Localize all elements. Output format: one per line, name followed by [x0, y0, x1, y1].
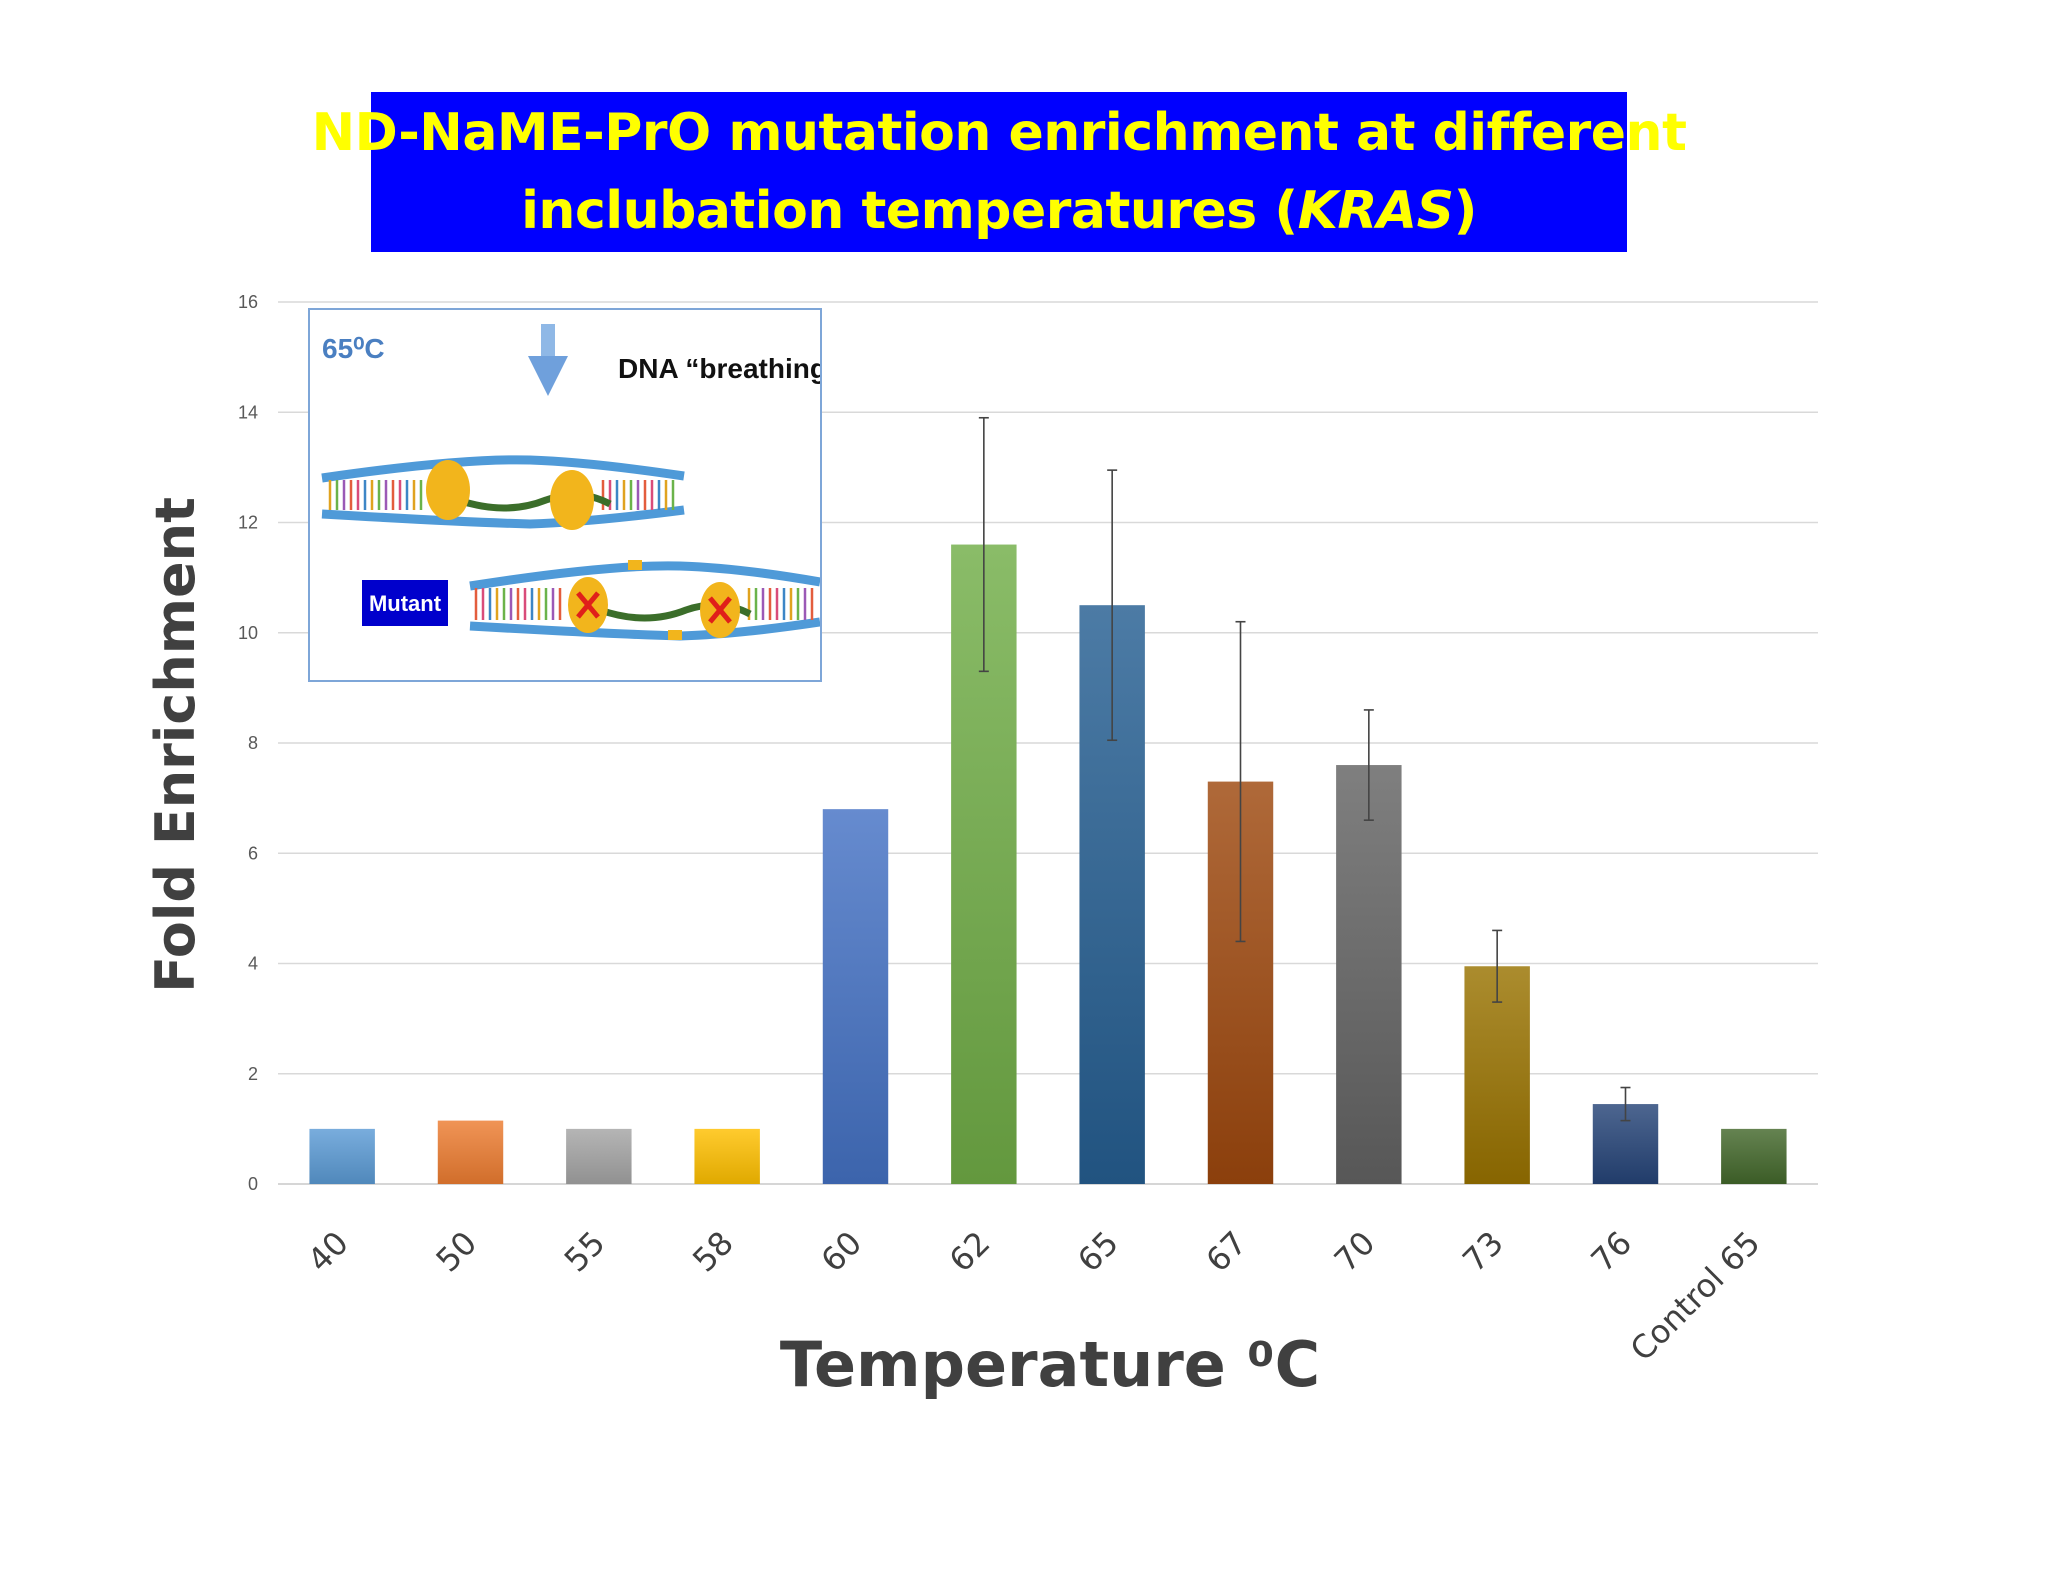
x-tick-label: Control 65 — [1623, 1224, 1768, 1369]
x-tick-label: 73 — [1455, 1224, 1511, 1280]
y-axis-title: Fold Enrichment — [144, 497, 207, 993]
wildtype-dna-icon — [321, 455, 685, 530]
chart-title-line-1: ND-NaME-PrO mutation enrichment at diffe… — [311, 103, 1687, 163]
down-arrow-icon — [528, 324, 568, 396]
y-tick-label: 6 — [248, 843, 258, 863]
error-bar — [1235, 620, 1246, 943]
bar-55 — [566, 1128, 632, 1184]
blocked-cross-icon — [576, 591, 732, 624]
x-tick-label: 62 — [942, 1224, 998, 1280]
bar-40 — [309, 1128, 375, 1184]
y-tick-label: 14 — [238, 402, 258, 422]
x-axis-title: Temperature ⁰C — [780, 1328, 1320, 1401]
chart-title-box: ND-NaME-PrO mutation enrichment at diffe… — [312, 92, 1687, 252]
x-tick-label: 60 — [813, 1224, 869, 1280]
mutant-dna-icon — [469, 560, 821, 641]
error-bar — [1492, 929, 1503, 1003]
gridlines — [278, 301, 1818, 1185]
y-tick-label: 8 — [248, 733, 258, 753]
x-tick-label: 40 — [300, 1224, 356, 1280]
dna-breathing-inset: 65⁰C DNA “breathing” Mutant — [308, 308, 841, 682]
y-tick-label: 16 — [238, 292, 258, 312]
title-gene-name: KRAS — [1297, 181, 1455, 241]
error-bar — [1107, 469, 1118, 742]
error-bar — [1620, 1086, 1631, 1122]
y-tick-label: 2 — [248, 1064, 258, 1084]
y-tick-label: 0 — [248, 1174, 258, 1194]
inset-temperature-label: 65⁰C — [322, 333, 385, 364]
y-tick-label: 12 — [238, 513, 258, 533]
y-axis-ticks: 0 2 4 6 8 10 12 14 16 — [238, 292, 258, 1194]
y-tick-label: 10 — [238, 623, 258, 643]
x-tick-label: 67 — [1198, 1224, 1254, 1280]
x-tick-label: 76 — [1583, 1224, 1639, 1280]
error-bar — [1363, 709, 1374, 821]
mutant-label-box: Mutant — [362, 580, 448, 626]
inset-mutant-label: Mutant — [369, 591, 442, 616]
y-tick-label: 4 — [248, 954, 258, 974]
error-bars — [978, 416, 1631, 1122]
x-tick-label: 50 — [428, 1224, 484, 1280]
bar-60 — [822, 809, 889, 1184]
title-line-2-prefix: inclubation temperatures ( — [521, 181, 1298, 241]
title-line-2-suffix: ) — [1453, 181, 1478, 241]
bar-control-65 — [1721, 1128, 1787, 1184]
bar-70 — [1336, 765, 1402, 1184]
chart-title-line-2: inclubation temperatures (KRAS) — [521, 172, 1477, 250]
bar-50 — [437, 1120, 504, 1184]
x-tick-label: 70 — [1327, 1224, 1383, 1280]
error-bar — [978, 416, 989, 673]
inset-breathing-label: DNA “breathing” — [618, 353, 820, 384]
x-tick-label: 58 — [685, 1224, 741, 1280]
x-tick-label: 65 — [1070, 1224, 1126, 1280]
x-tick-label: 55 — [557, 1224, 613, 1280]
bar-58 — [694, 1128, 760, 1184]
